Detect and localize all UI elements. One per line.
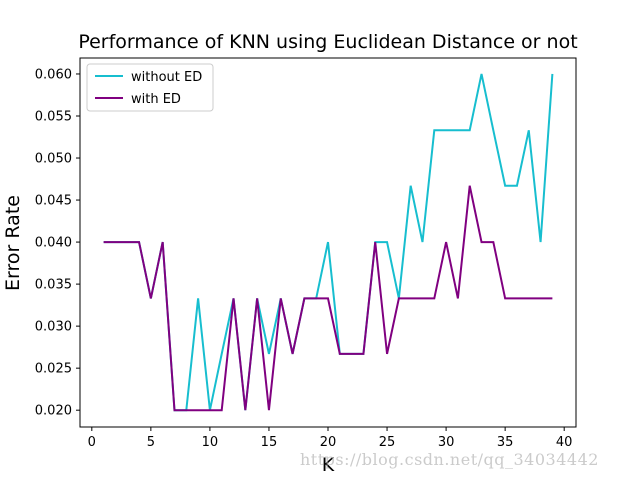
- x-tick-label: 20: [320, 435, 337, 450]
- y-axis-label: Error Rate: [2, 195, 24, 291]
- x-axis: 0 5 10 15 20 25 30 35 40: [88, 427, 573, 450]
- x-tick-label: 15: [261, 435, 278, 450]
- chart-title: Performance of KNN using Euclidean Dista…: [78, 31, 577, 53]
- y-tick-label: 0.020: [35, 404, 72, 419]
- x-tick-label: 30: [438, 435, 455, 450]
- y-tick-label: 0.050: [35, 152, 72, 167]
- legend-label-without-ed: without ED: [131, 70, 202, 85]
- y-tick-label: 0.040: [35, 236, 72, 251]
- x-tick-label: 35: [497, 435, 514, 450]
- x-tick-label: 40: [556, 435, 573, 450]
- legend-label-with-ed: with ED: [131, 92, 181, 107]
- series-lines: [103, 73, 554, 412]
- legend: without ED with ED: [86, 63, 214, 112]
- x-tick-label: 25: [379, 435, 396, 450]
- y-tick-label: 0.030: [35, 320, 72, 335]
- y-tick-label: 0.055: [35, 109, 72, 124]
- x-axis-label: K: [322, 454, 335, 476]
- y-tick-label: 0.060: [35, 67, 72, 82]
- x-tick-label: 0: [88, 435, 96, 450]
- y-axis: 0.020 0.025 0.030 0.035 0.040 0.045 0.050 0.055…: [35, 67, 80, 419]
- x-tick-label: 10: [202, 435, 219, 450]
- y-tick-label: 0.025: [35, 362, 72, 377]
- y-tick-label: 0.045: [35, 194, 72, 209]
- y-tick-label: 0.035: [35, 278, 72, 293]
- x-tick-label: 5: [147, 435, 155, 450]
- watermark-text: https://blog.csdn.net/qq_34034442: [300, 450, 599, 469]
- series-line-with-ed: [103, 185, 553, 412]
